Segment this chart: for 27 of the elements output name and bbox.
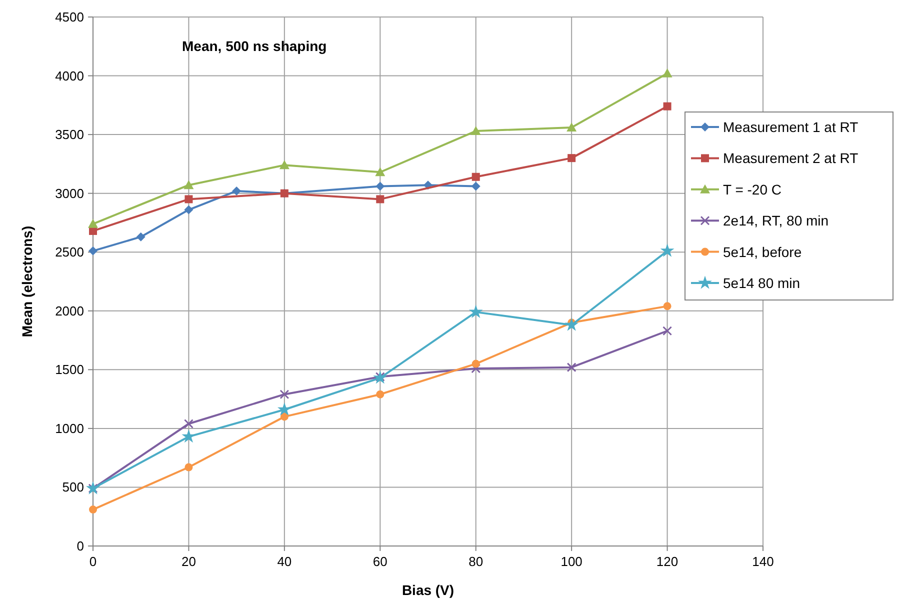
y-tick-label: 2000: [55, 303, 84, 318]
x-tick-label: 120: [656, 554, 678, 569]
y-tick-label: 0: [76, 538, 84, 554]
y-tick-label: 3000: [55, 186, 84, 201]
legend-label: 5e14 80 min: [723, 275, 800, 291]
y-axis-title: Mean (electrons): [19, 226, 35, 338]
legend-label: T = -20 C: [723, 181, 782, 198]
x-tick-label: 20: [181, 554, 196, 569]
y-tick-label: 1500: [55, 362, 84, 378]
x-tick-label: 140: [752, 554, 774, 569]
y-tick-label: 4000: [55, 68, 84, 84]
y-tick-label: 3500: [55, 127, 84, 142]
legend-label: Measurement 2 at RT: [723, 150, 859, 166]
x-axis-title: Bias (V): [402, 582, 454, 598]
legend-label: 5e14, before: [723, 244, 802, 260]
legend-label: Measurement 1 at RT: [723, 119, 859, 135]
y-tick-label: 2500: [55, 244, 84, 260]
x-tick-label: 0: [89, 554, 97, 569]
y-tick-label: 1000: [55, 420, 84, 436]
x-tick-label: 60: [372, 554, 388, 569]
y-tick-label: 4500: [55, 10, 84, 24]
x-tick-label: 80: [468, 554, 484, 569]
legend-label: 2e14, RT, 80 min: [723, 212, 829, 229]
annotation: Mean, 500 ns shaping: [182, 38, 327, 54]
x-tick-label: 100: [560, 554, 582, 569]
x-tick-label: 40: [277, 554, 292, 569]
y-tick-label: 500: [62, 480, 84, 495]
